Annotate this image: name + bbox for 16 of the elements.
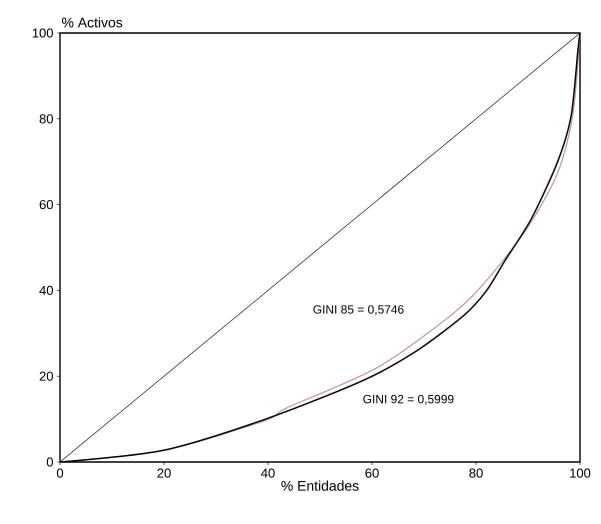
y-tick-label: 100 <box>32 28 53 38</box>
x-tick-label: 80 <box>469 468 483 478</box>
y-tick-label: 20 <box>40 372 53 381</box>
x-tick-label: 60 <box>365 468 379 478</box>
text: GINI 85 = 0,5746 <box>313 305 404 316</box>
y-axis-title: % Activos <box>62 17 122 28</box>
x-axis-title: % Entidades <box>281 480 359 491</box>
x-tick-label: 40 <box>261 468 275 478</box>
y-tick-label: 60 <box>40 200 53 210</box>
x-tick-label: 0 <box>56 468 64 478</box>
x-tick-label: 20 <box>157 468 171 478</box>
x-tick-label: 100 <box>570 468 590 478</box>
y-tick-label: 0 <box>46 457 53 467</box>
y-tick-label: 80 <box>40 114 53 124</box>
y-tick-label: 40 <box>39 286 53 295</box>
series-label: GINI 92 = 0,5999 <box>363 394 454 405</box>
